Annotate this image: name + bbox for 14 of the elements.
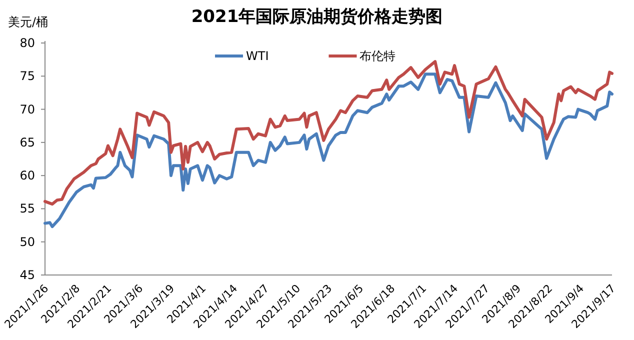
line-series <box>44 60 614 206</box>
y-tick-label: 70 <box>20 102 35 116</box>
legend-label: 布伦特 <box>360 49 396 63</box>
y-tick-label: 80 <box>20 36 35 50</box>
chart-title: 2021年国际原油期货价格走势图 <box>191 7 443 27</box>
y-tick-label: 45 <box>20 268 35 282</box>
y-axis-title: 美元/桶 <box>8 15 48 29</box>
legend-label: WTI <box>246 49 269 63</box>
line-series <box>44 72 614 228</box>
y-tick-label: 75 <box>20 69 35 84</box>
y-tick-label: 55 <box>20 202 35 216</box>
y-tick-label: 65 <box>20 135 35 150</box>
y-tick-label: 60 <box>20 168 35 183</box>
y-tick-label: 50 <box>20 234 35 249</box>
